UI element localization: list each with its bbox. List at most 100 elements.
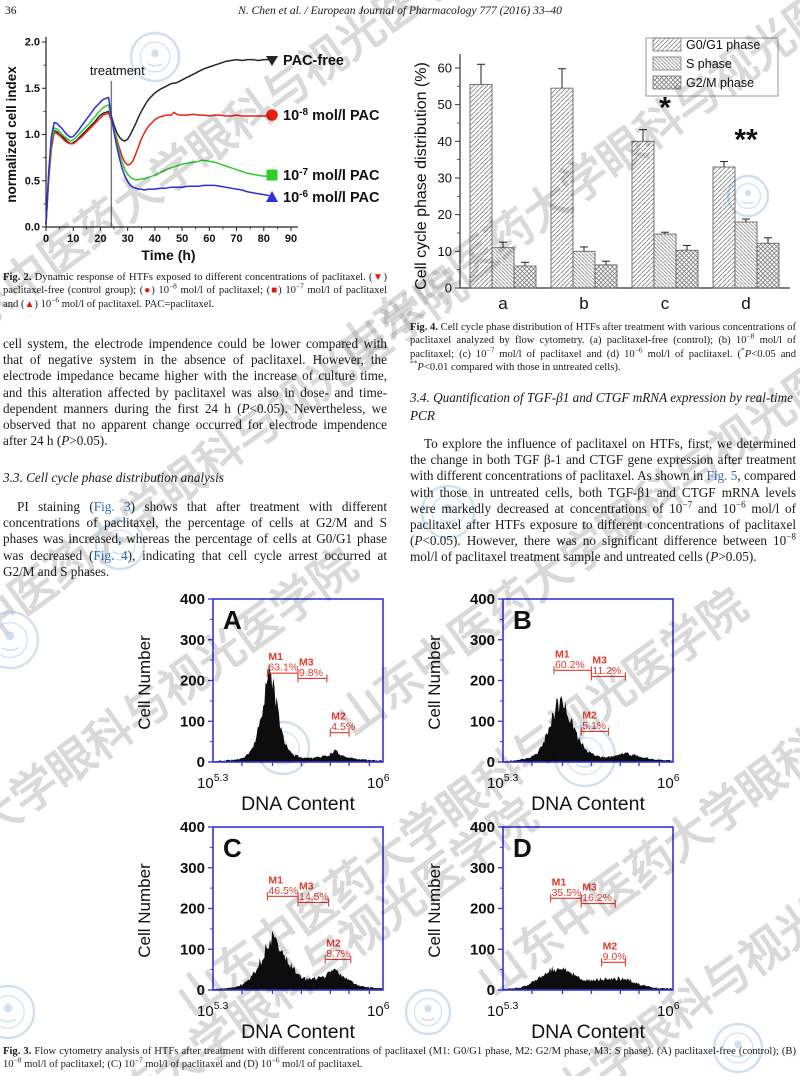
svg-text:100: 100: [470, 713, 495, 730]
marker-percentage: 9.8%: [299, 667, 323, 679]
fig4-legend-label: G0/G1 phase: [686, 38, 760, 52]
histogram-C: [214, 930, 382, 990]
bar-d-G0/G1 phase: [712, 166, 736, 289]
watermark-seal: [0, 610, 40, 670]
fig2-plot: 0 10 20 30 40 50 60 70 80 90 0.0 0.5 1.0 1.5 2.0 normal…: [6, 37, 380, 264]
svg-text:40: 40: [149, 233, 161, 245]
flow-plot-D: 0 100 200 300 400 105.3 106 DNA Content Cell Num…: [425, 820, 680, 1043]
treatment-annotation: treatment: [90, 63, 145, 78]
marker-percentage: 16.2%: [582, 892, 612, 904]
panel-letter-A: A: [223, 605, 242, 635]
bar-c-S phase: [653, 233, 677, 289]
x-end-label: 106: [367, 1000, 390, 1020]
x-start-label: 105.3: [197, 772, 228, 792]
svg-text:1.5: 1.5: [25, 83, 40, 95]
flow-y-axis-label: Cell Number: [425, 635, 444, 730]
marker-name: M3: [299, 880, 314, 892]
fig2-caption: Fig. 2. Dynamic response of HTFs exposed…: [3, 272, 388, 310]
svg-text:0: 0: [197, 754, 205, 771]
marker-name: M2: [326, 937, 341, 949]
svg-text:400: 400: [180, 592, 205, 608]
marker-percentage: 8.7%: [326, 948, 350, 960]
page-number: 36: [5, 5, 17, 17]
section-heading-3-3: 3.3. Cell cycle phase distribution analy…: [3, 470, 224, 485]
marker-percentage: 4.5%: [331, 721, 355, 733]
histogram-D: [504, 966, 672, 990]
running-head: N. Chen et al. / European Journal of Pha…: [238, 5, 562, 17]
paragraph-electrode-impedance: cell system, the electrode impendence co…: [3, 336, 387, 449]
svg-text:90: 90: [285, 233, 297, 245]
fig4-y-axis-label: Cell cycle phase distribution (%): [413, 62, 430, 290]
fig3-panel-d: 0 100 200 300 400 105.3 106 DNA Content Cell Num…: [425, 820, 680, 1043]
svg-text:300: 300: [180, 860, 205, 877]
marker-name: M3: [299, 656, 314, 668]
marker-name: M1: [552, 876, 567, 888]
fig4-category-label: b: [579, 294, 588, 313]
fig4-plot: 0 10 20 30 40 50 60 Cell cycle phase distributi…: [413, 37, 790, 313]
panel-letter-C: C: [223, 833, 242, 863]
section-heading-3-4: 3.4. Quantification of TGF-β1 and CTGF m…: [410, 390, 793, 423]
flow-plot-A: 0 100 200 300 400 105.3 106 DNA Content Cell Num…: [135, 592, 390, 815]
series-10−6 mol/l PAC: [45, 96, 270, 225]
panel-letter-B: B: [513, 605, 532, 635]
svg-text:0: 0: [445, 281, 452, 296]
svg-text:0: 0: [197, 982, 205, 999]
bar-b-G2/M phase: [594, 264, 618, 289]
x-start-label: 105.3: [487, 772, 518, 792]
flow-y-axis-label: Cell Number: [135, 635, 154, 730]
fig3-panel-a: 0 100 200 300 400 105.3 106 DNA Content Cell Num…: [135, 592, 390, 815]
legend-symbol: ●: [143, 285, 152, 297]
x-start-label: 105.3: [487, 1000, 518, 1020]
marker-percentage: 5.1%: [582, 720, 606, 732]
svg-text:60: 60: [203, 233, 215, 245]
bar-d-S phase: [734, 221, 758, 289]
flow-plot-B: 0 100 200 300 400 105.3 106 DNA Content Cell Num…: [425, 592, 680, 815]
fig4-category-label: a: [498, 294, 508, 313]
svg-text:20: 20: [438, 207, 452, 222]
paragraph-pi-staining: PI staining (Fig. 3) shows that after tr…: [3, 499, 387, 579]
svg-text:200: 200: [180, 673, 205, 690]
bar-a-G2/M phase: [513, 265, 537, 289]
bar-c-G2/M phase: [675, 249, 699, 289]
figure-reference-link[interactable]: Fig. 5: [706, 468, 738, 484]
marker-percentage: 46.5%: [268, 885, 298, 897]
svg-text:40: 40: [438, 134, 452, 149]
x-start-label: 105.3: [197, 1000, 228, 1020]
marker-name: M3: [592, 654, 607, 666]
marker-percentage: 63.1%: [268, 662, 298, 674]
bar-b-S phase: [572, 250, 596, 289]
svg-text:50: 50: [176, 233, 188, 245]
histogram-B: [504, 695, 672, 762]
fig3-caption: Fig. 3. Flow cytometry analysis of HTFs …: [3, 1046, 796, 1071]
series-10−8 mol/l PAC: [45, 111, 270, 225]
marker-percentage: 14.5%: [299, 891, 329, 903]
svg-text:100: 100: [180, 941, 205, 958]
fig2-y-axis-label: normalized cell index: [6, 66, 19, 203]
fig4-category-label: c: [661, 294, 670, 313]
fig2-legend-label: PAC-free: [283, 53, 344, 69]
figure-reference-link[interactable]: Fig. 3: [93, 499, 131, 514]
svg-text:70: 70: [230, 233, 242, 245]
svg-text:0.0: 0.0: [25, 222, 40, 234]
fig3-panel-b: 0 100 200 300 400 105.3 106 DNA Content Cell Num…: [425, 592, 680, 815]
svg-text:10: 10: [67, 233, 79, 245]
figure-reference-link[interactable]: Fig. 4: [93, 547, 128, 563]
svg-text:1.0: 1.0: [25, 129, 40, 141]
fig2-legend-label: 10-7 mol/l PAC: [283, 167, 380, 184]
bar-a-S phase: [491, 247, 515, 289]
svg-text:0.5: 0.5: [25, 175, 40, 187]
marker-percentage: 35.5%: [552, 887, 582, 899]
legend-symbol: ■: [270, 285, 279, 297]
svg-text:10: 10: [438, 244, 452, 259]
x-end-label: 106: [657, 1000, 680, 1020]
svg-text:200: 200: [470, 901, 495, 918]
marker-name: M3: [582, 882, 597, 894]
fig2-legend-label: 10-8 mol/l PAC: [283, 107, 380, 124]
marker-M3: M39.8%: [297, 656, 328, 683]
fig4-bar-chart: 0 10 20 30 40 50 60 Cell cycle phase distributi…: [413, 37, 790, 313]
svg-text:300: 300: [180, 632, 205, 649]
bar-d-G2/M phase: [756, 242, 780, 289]
